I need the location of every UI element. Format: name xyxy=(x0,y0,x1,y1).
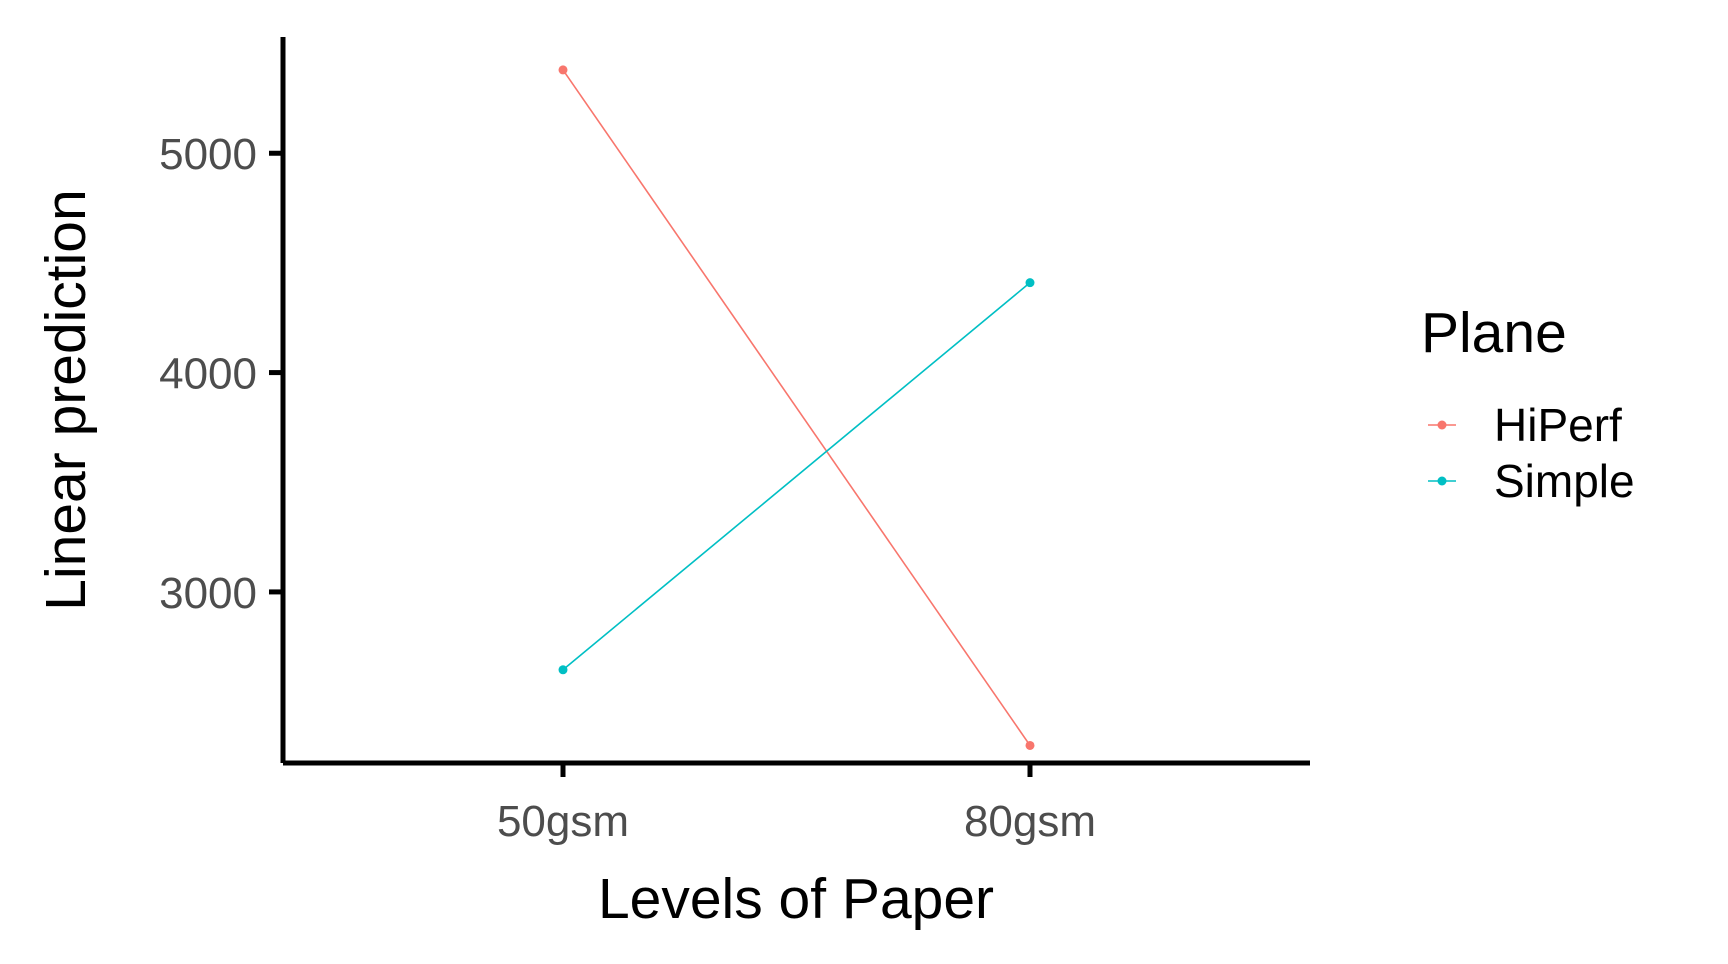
data-point-simple-50gsm xyxy=(559,665,568,674)
y-tick-label: 3000 xyxy=(159,569,257,618)
x-axis-title: Levels of Paper xyxy=(598,867,994,931)
y-tick-label: 5000 xyxy=(159,130,257,179)
data-point-hiperf-50gsm xyxy=(559,65,568,74)
data-point-hiperf-80gsm xyxy=(1026,741,1035,750)
data-point-simple-80gsm xyxy=(1026,278,1035,287)
x-tick-label: 80gsm xyxy=(964,797,1096,846)
y-axis-title: Linear prediction xyxy=(34,189,98,610)
legend-title: Plane xyxy=(1421,301,1567,365)
legend-key-point-hiperf xyxy=(1438,421,1447,430)
y-tick-label: 4000 xyxy=(159,350,257,399)
legend-label-hiperf: HiPerf xyxy=(1494,399,1622,451)
legend-label-simple: Simple xyxy=(1494,455,1635,507)
legend-key-point-simple xyxy=(1438,477,1447,486)
x-tick-label: 50gsm xyxy=(497,797,629,846)
